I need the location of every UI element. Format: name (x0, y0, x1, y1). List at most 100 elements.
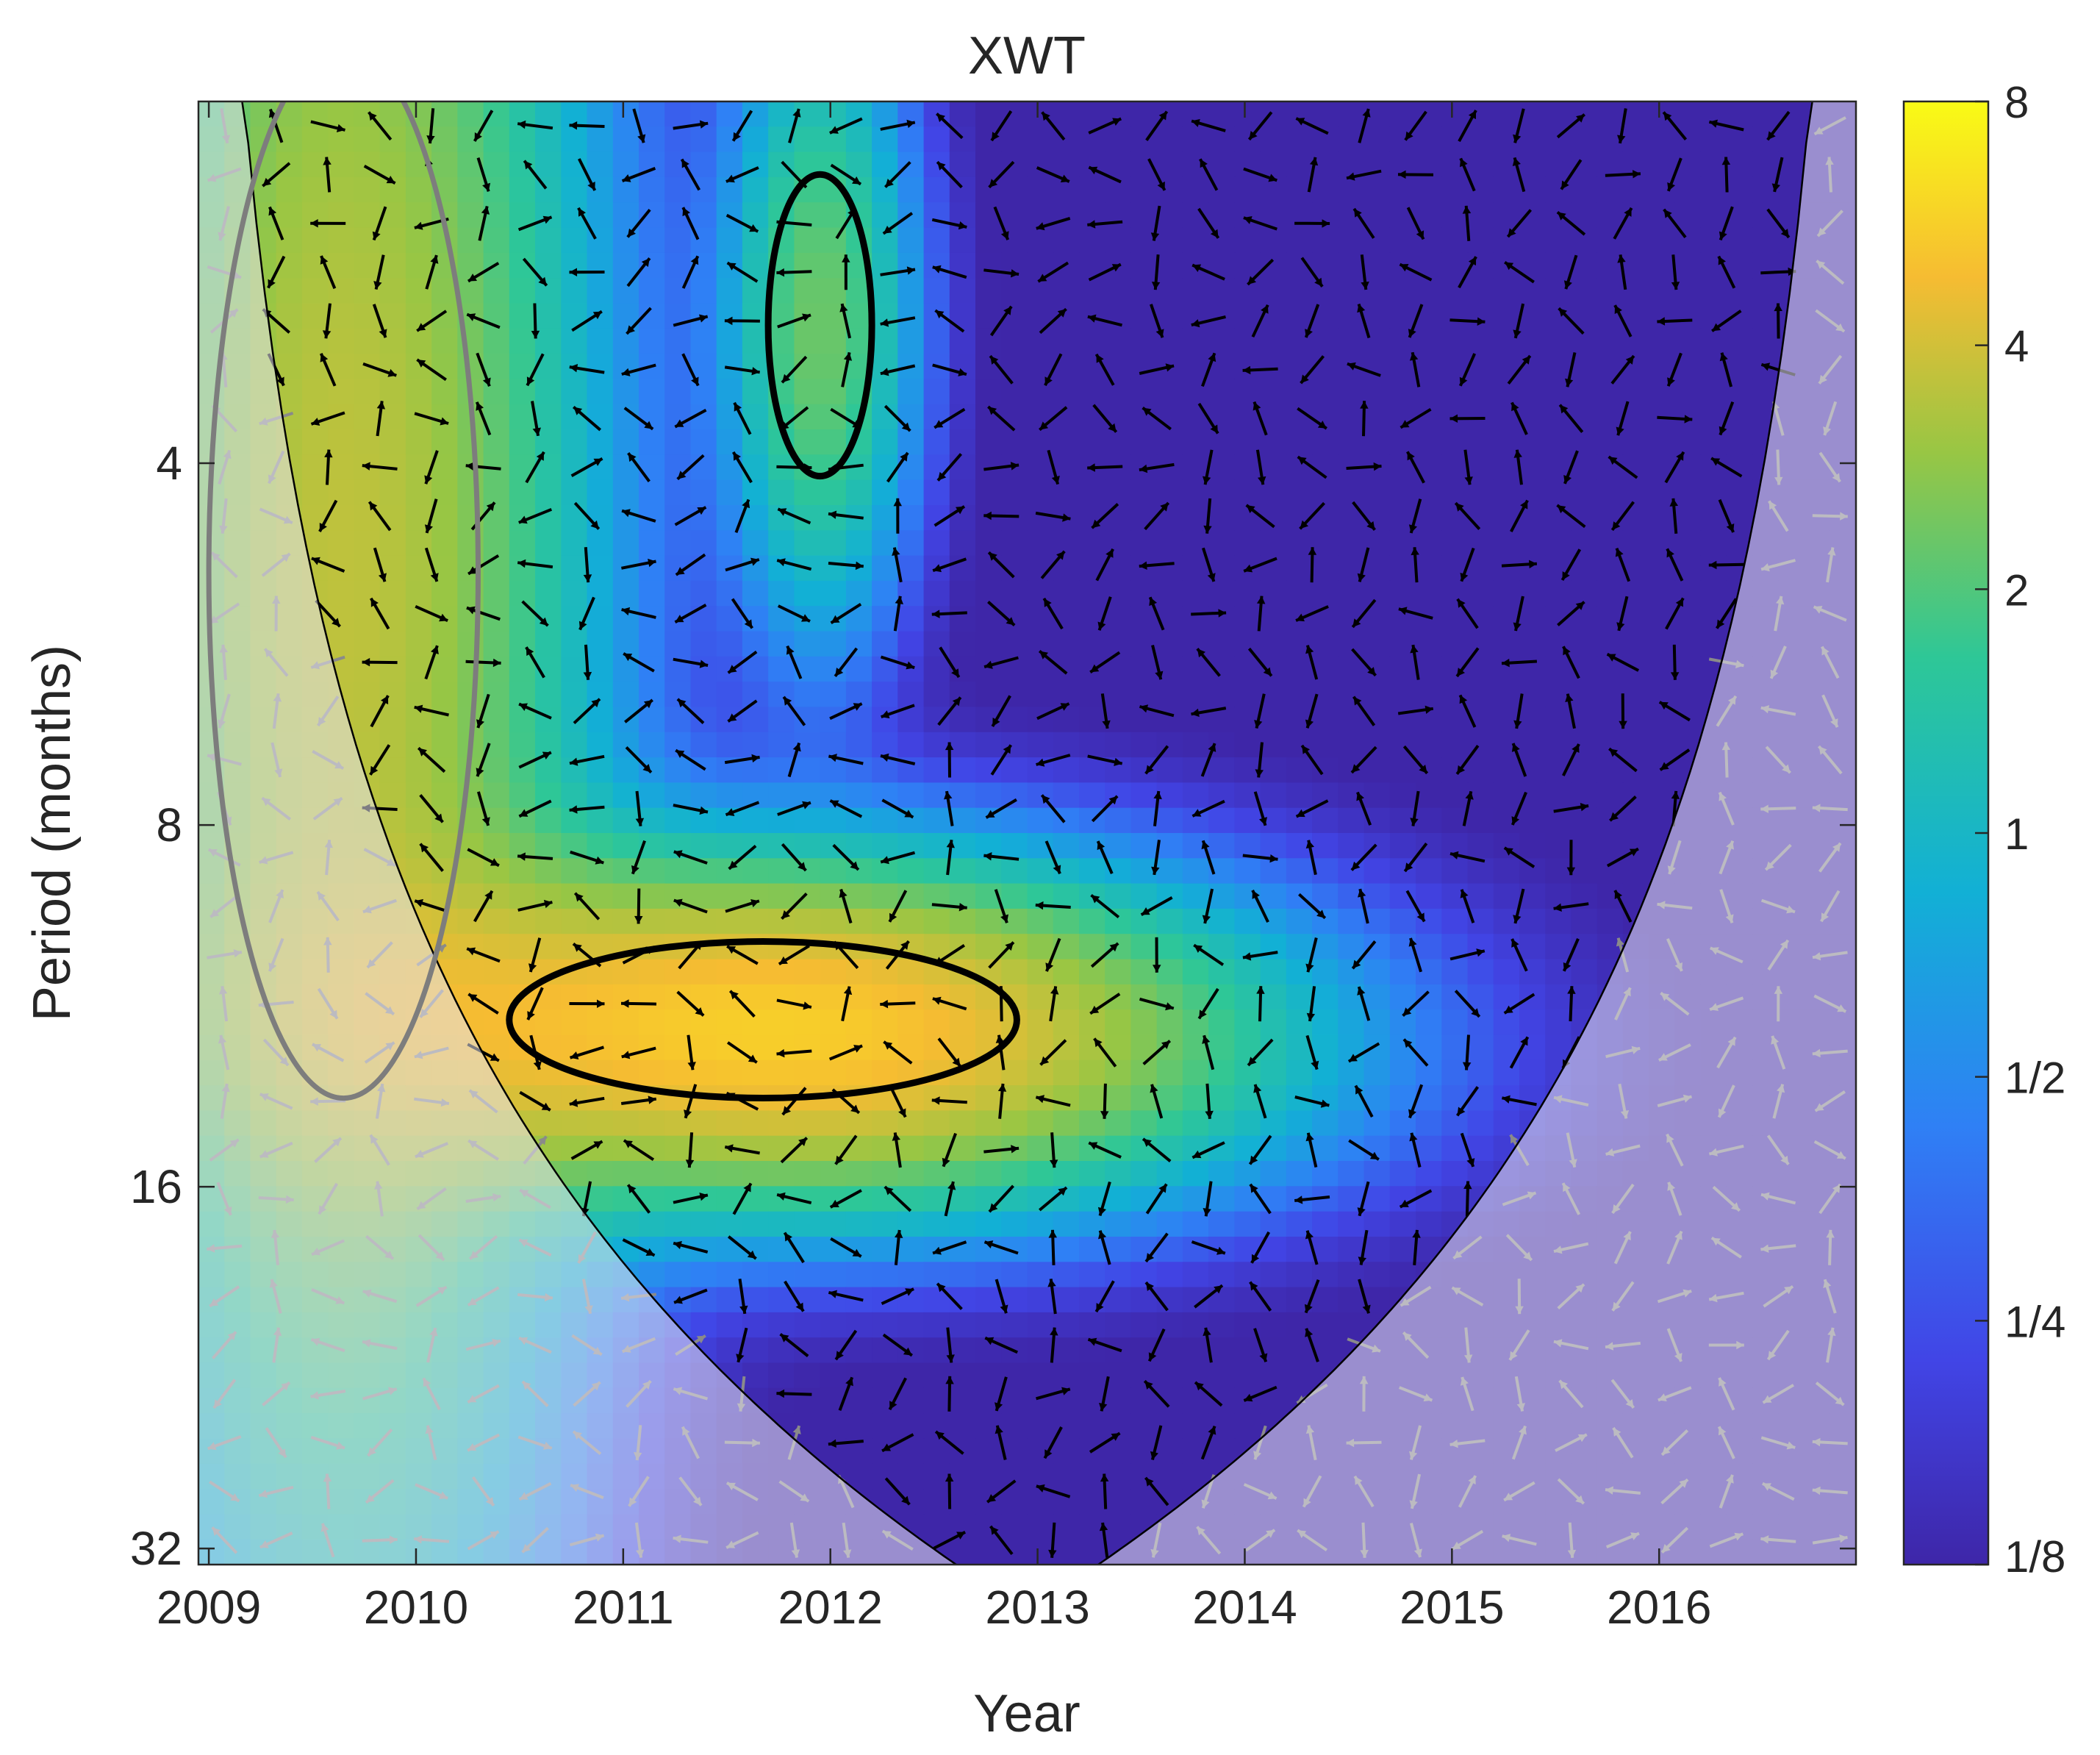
heat-cell (1727, 429, 1753, 455)
heat-cell (1390, 379, 1416, 404)
heat-cell (431, 884, 458, 909)
heat-cell (846, 632, 872, 657)
heat-cell (1208, 1287, 1235, 1313)
heat-cell (820, 354, 847, 379)
heat-cell (380, 632, 406, 657)
heat-cell (820, 556, 847, 582)
heat-cell (820, 808, 847, 834)
heat-cell (768, 1212, 795, 1237)
heat-cell (950, 228, 976, 254)
heat-cell (768, 1110, 795, 1136)
y-tick-label: 4 (156, 437, 182, 490)
heat-cell (587, 632, 614, 657)
heat-cell (794, 1363, 820, 1389)
heat-cell (1105, 808, 1131, 834)
heat-cell (1468, 202, 1494, 228)
heat-cell (975, 429, 1002, 455)
heat-cell (1079, 707, 1105, 732)
heat-cell (1053, 1464, 1080, 1490)
heat-cell (1545, 202, 1572, 228)
heat-cell (1390, 278, 1416, 304)
heat-cell (1390, 228, 1416, 254)
heat-cell (1157, 1136, 1183, 1162)
heat-cell (1468, 505, 1494, 531)
heat-cell (664, 379, 691, 404)
heat-cell (1571, 379, 1597, 404)
heat-cell (1494, 101, 1520, 127)
heat-cell (1364, 1237, 1391, 1262)
heat-cell (1674, 202, 1701, 228)
heat-cell (1286, 909, 1313, 934)
heat-cell (561, 707, 587, 732)
heat-cell (1752, 253, 1779, 279)
heat-cell (1597, 833, 1624, 859)
heat-cell (457, 278, 484, 304)
heat-cell (717, 530, 743, 556)
heat-cell (950, 1312, 976, 1338)
heat-cell (1701, 556, 1727, 582)
heat-cell (924, 1312, 950, 1338)
heat-cell (1727, 329, 1753, 354)
heat-cell (950, 1085, 976, 1111)
heat-cell (1519, 379, 1546, 404)
heat-cell (613, 429, 639, 455)
heat-cell (1390, 581, 1416, 607)
heat-cell (1519, 1009, 1546, 1035)
heat-cell (691, 1212, 717, 1237)
heat-cell (380, 707, 406, 732)
heat-cell (1208, 454, 1235, 480)
heat-cell (1623, 682, 1649, 707)
heat-cell (872, 959, 898, 985)
heat-cell (1312, 782, 1339, 808)
heat-cell (950, 1540, 976, 1565)
heat-cell (664, 1262, 691, 1287)
heat-cell (1286, 379, 1313, 404)
heat-cell (431, 404, 458, 430)
heat-cell (924, 909, 950, 934)
heat-cell (794, 1161, 820, 1187)
heat-cell (1494, 884, 1520, 909)
heat-cell (846, 1413, 872, 1439)
heat-cell (1208, 782, 1235, 808)
heat-cell (1183, 1060, 1209, 1086)
heat-cell (717, 228, 743, 254)
heat-cell (535, 782, 562, 808)
heat-cell (872, 278, 898, 304)
heat-cell (1519, 984, 1546, 1010)
heat-cell (1571, 757, 1597, 783)
heat-cell (820, 480, 847, 506)
heat-cell (1674, 657, 1701, 682)
heat-cell (794, 480, 820, 506)
heat-cell (691, 1035, 717, 1061)
heat-cell (1597, 682, 1624, 707)
heat-cell (1623, 808, 1649, 834)
heat-cell (1157, 1438, 1183, 1464)
heat-cell (975, 757, 1002, 783)
heat-cell (1416, 833, 1442, 859)
heat-cell (1312, 1009, 1339, 1035)
heat-cell (1001, 429, 1028, 455)
heat-cell (406, 329, 432, 354)
heat-cell (535, 404, 562, 430)
heat-cell (457, 202, 484, 228)
heat-cell (1157, 1186, 1183, 1212)
heat-cell (1183, 404, 1209, 430)
heat-cell (872, 556, 898, 582)
heat-cell (1390, 1237, 1416, 1262)
heat-cell (846, 1136, 872, 1162)
heat-cell (1208, 1363, 1235, 1389)
heat-cell (664, 126, 691, 152)
heat-cell (1028, 278, 1054, 304)
heat-cell (872, 682, 898, 707)
heat-cell (975, 1287, 1002, 1313)
heat-cell (380, 228, 406, 254)
heat-cell (1727, 177, 1753, 203)
heat-cell (431, 657, 458, 682)
heat-cell (1157, 632, 1183, 657)
heat-cell (1183, 556, 1209, 582)
heat-cell (1649, 732, 1675, 758)
heat-cell (535, 530, 562, 556)
heat-cell (1130, 1009, 1157, 1035)
heat-cell (1157, 278, 1183, 304)
heat-cell (380, 278, 406, 304)
